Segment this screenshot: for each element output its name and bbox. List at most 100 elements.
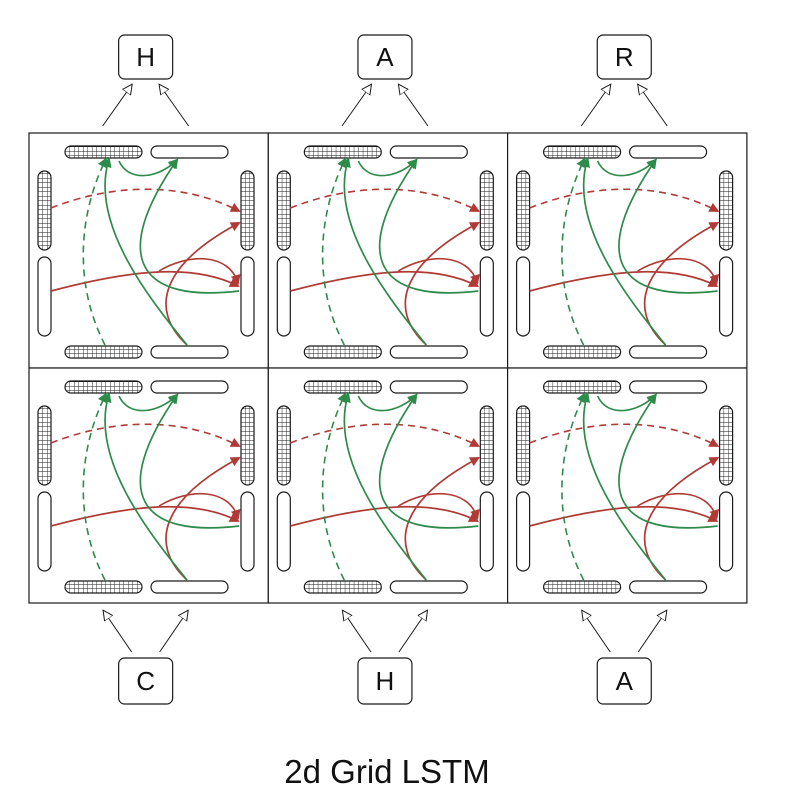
memory-flow-vertical [82,157,107,346]
hidden-flow-horizontal [50,505,240,527]
memory-bar-bottom [64,580,143,594]
input-label: H [376,666,395,696]
memory-bar-bottom [64,345,143,359]
hidden-flow-horizontal [529,505,719,527]
output-label-box [596,34,652,80]
hidden-flow-vertical [101,157,188,346]
lstm-cell [28,132,269,369]
output-label: R [615,42,634,72]
hidden-bar-bottom [629,345,708,359]
gate-to-hidden-flow [158,492,241,520]
hidden-bar-top [389,380,468,394]
memory-bar-right [719,170,734,251]
memory-bar-top [64,145,143,159]
memory-bar-right [719,405,734,486]
memory-flow-vertical [561,392,586,581]
hidden-flow-horizontal [290,505,480,527]
hidden-to-hidden-flow [618,158,718,294]
memory-bar-left [276,405,291,486]
memory-bar-bottom [303,580,382,594]
memory-flow-horizontal [50,423,241,447]
hidden-flow-vertical [341,392,427,581]
hidden-flow-horizontal [529,270,719,292]
hidden-bar-bottom [389,580,468,594]
hidden-to-hidden-flow [139,158,240,294]
grid-cells [28,132,748,604]
gate-to-hidden-flow [397,492,480,520]
memory-flow-horizontal [290,188,481,212]
hidden-bar-left [516,491,531,572]
hidden-bar-top [629,380,708,394]
output-arrow [160,85,190,127]
output-label-box [357,34,413,80]
hidden-to-hidden-flow [378,393,479,529]
hidden-flow-vertical [341,157,427,346]
memory-flow-vertical [82,392,107,581]
gate-to-hidden-flow [637,257,720,285]
input-label-box [596,657,652,705]
hidden-bar-top [629,145,708,159]
lstm-cell [507,367,748,604]
memory-flow-vertical [561,157,586,346]
cell-border [507,132,748,369]
hidden-bar-right [479,256,494,337]
output-label: H [136,42,155,72]
output-arrow [638,85,668,127]
hidden-bar-right [719,491,734,572]
cell-border [28,132,269,369]
output-label: A [376,42,394,72]
memory-to-hidden-flow [357,393,418,412]
memory-to-hidden-flow [118,158,179,177]
hidden-bar-top [150,380,229,394]
hidden-to-hidden-flow [378,158,479,294]
memory-flow-horizontal [290,423,481,447]
input-arrow [159,611,188,653]
memory-bar-left [516,170,531,251]
hidden-bar-left [37,256,52,337]
hidden-flow-vertical [101,392,188,581]
cell-border [507,367,748,604]
memory-bar-bottom [543,580,622,594]
hidden-bar-bottom [150,345,229,359]
memory-bar-left [37,405,52,486]
memory-flow-horizontal [50,188,241,212]
hidden-bar-right [240,256,255,337]
cell-border [267,367,509,604]
input-label: C [136,666,155,696]
memory-flow-vertical [321,157,347,346]
memory-bar-right [240,405,255,486]
hidden-bar-left [516,256,531,337]
memory-bar-bottom [303,345,382,359]
input-arrow [398,611,427,653]
memory-bar-top [303,380,382,394]
memory-bar-top [543,380,622,394]
output-arrow [341,85,371,127]
output-arrow [102,85,132,127]
memory-bar-bottom [543,345,622,359]
memory-to-hidden-flow [357,158,418,177]
memory-bar-left [37,170,52,251]
hidden-bar-left [37,491,52,572]
input-arrow [637,611,666,653]
hidden-flow-horizontal [50,270,240,292]
lstm-cell [28,367,269,604]
memory-bar-top [64,380,143,394]
memory-bar-top [303,145,382,159]
diagram-title: 2d Grid LSTM [284,753,489,790]
hidden-bar-right [719,256,734,337]
hidden-bar-right [240,491,255,572]
memory-bar-right [240,170,255,251]
hidden-flow-vertical [580,157,667,346]
hidden-bar-top [389,145,468,159]
lstm-cell [267,132,509,369]
hidden-bar-left [276,256,291,337]
cell-border [28,367,269,604]
hidden-bar-right [479,491,494,572]
output-arrow [580,85,610,127]
memory-flow-vertical [321,392,347,581]
memory-bar-left [276,170,291,251]
memory-bar-left [516,405,531,486]
hidden-bar-bottom [389,345,468,359]
input-label: A [616,666,634,696]
memory-flow-horizontal [529,188,720,212]
